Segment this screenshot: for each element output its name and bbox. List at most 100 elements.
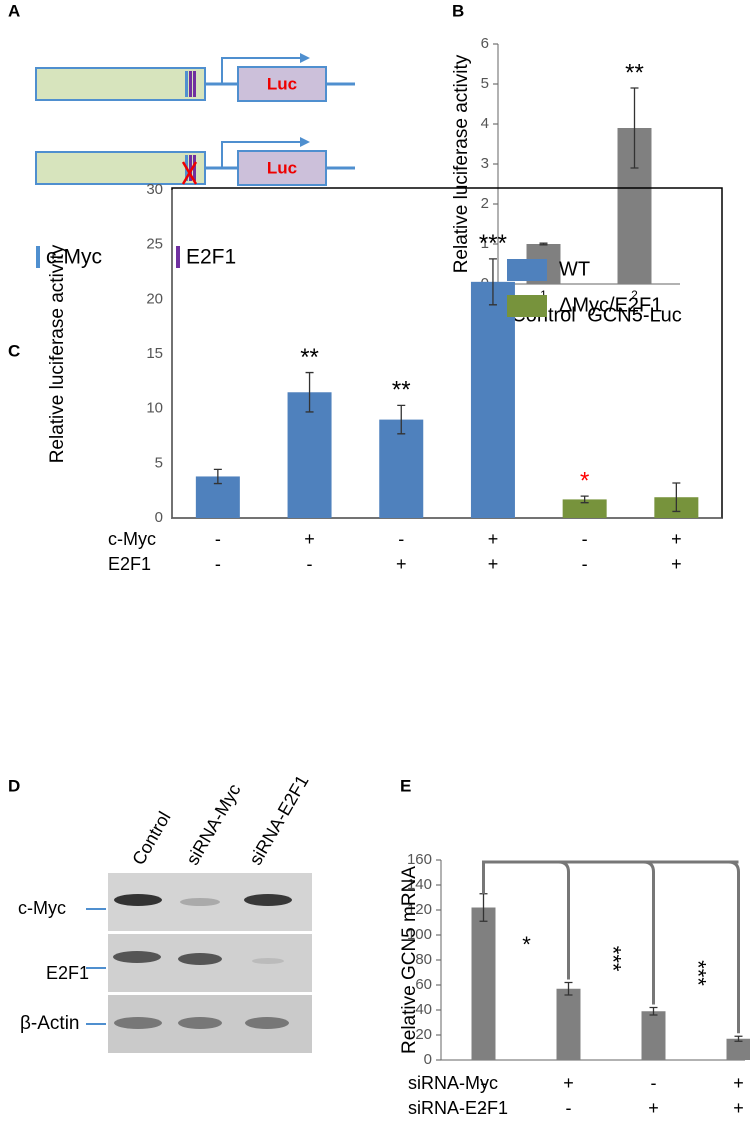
panel-label: E — [400, 776, 411, 795]
error-bar — [734, 1035, 743, 1042]
y-tick-label: 0 — [155, 509, 163, 526]
y-axis-label: Relative luciferase activity — [47, 244, 68, 463]
error-bar — [539, 242, 548, 246]
condition-sign: - — [582, 529, 588, 549]
y-tick-label: 30 — [146, 181, 163, 198]
bracket — [728, 860, 740, 1034]
error-bar — [580, 495, 589, 504]
bar — [470, 281, 515, 518]
y-tick-label: 2 — [481, 195, 489, 212]
condition-name: siRNA-Myc — [408, 1073, 498, 1093]
y-tick-label: 5 — [155, 454, 163, 471]
panel-label: D — [8, 776, 20, 795]
condition-sign: - — [398, 529, 404, 549]
y-tick-label: 5 — [481, 75, 489, 92]
gel: Control siRNA-Myc siRNA-E2F1 c-Myc E2F1 … — [18, 772, 313, 1053]
legend-swatch — [507, 259, 547, 281]
condition-sign: + — [488, 554, 499, 574]
category-label: GCN5-Luc — [587, 304, 681, 326]
error-bar — [630, 87, 639, 169]
y-tick-label: 80 — [415, 951, 432, 968]
condition-sign: - — [481, 1073, 487, 1093]
bracket — [643, 860, 655, 1005]
panel-label: C — [8, 341, 20, 360]
lane-label: siRNA-E2F1 — [245, 772, 312, 869]
condition-sign: - — [566, 1098, 572, 1118]
y-tick-label: 25 — [146, 236, 163, 253]
y-tick-label: 20 — [146, 290, 163, 307]
error-bar — [213, 468, 222, 485]
condition-sign: + — [671, 554, 682, 574]
significance: *** — [601, 946, 626, 972]
bracket — [482, 860, 739, 894]
condition-name: E2F1 — [108, 554, 151, 574]
condition-sign: + — [488, 529, 499, 549]
y-tick-label: 160 — [407, 851, 432, 868]
condition-sign: + — [304, 529, 315, 549]
y-tick-label: 40 — [415, 1001, 432, 1018]
error-bar — [397, 404, 406, 435]
row-label: c-Myc — [18, 898, 66, 918]
legend-label: WT — [559, 258, 590, 280]
y-tick-label: 10 — [146, 400, 163, 417]
bar — [556, 988, 581, 1060]
y-tick-label: 60 — [415, 976, 432, 993]
panel-label: B — [452, 1, 464, 20]
condition-sign: + — [733, 1098, 744, 1118]
luc-label: Luc — [267, 158, 297, 177]
row-label: E2F1 — [46, 963, 89, 983]
y-axis-label: Relative luciferase activity — [451, 54, 472, 273]
y-tick-label: 3 — [481, 155, 489, 172]
y-tick-label: 6 — [481, 35, 489, 52]
lane-label: Control — [128, 808, 174, 868]
condition-sign: + — [563, 1073, 574, 1093]
y-tick-label: 0 — [424, 1051, 432, 1068]
bar — [471, 907, 496, 1060]
legend-label: E2F1 — [186, 246, 236, 269]
legend-label: ΔMyc/E2F1 — [559, 294, 662, 316]
lane-label: siRNA-Myc — [182, 780, 244, 868]
condition-sign: + — [733, 1073, 744, 1093]
significance: ** — [625, 59, 644, 86]
y-tick-label: 15 — [146, 345, 163, 362]
significance: *** — [479, 230, 507, 257]
error-bar — [672, 482, 681, 513]
error-bar — [564, 981, 573, 996]
row-label: β-Actin — [20, 1013, 80, 1034]
condition-sign: - — [307, 554, 313, 574]
bar — [562, 499, 607, 518]
condition-sign: + — [648, 1098, 659, 1118]
condition-sign: + — [671, 529, 682, 549]
luc-label: Luc — [267, 74, 297, 93]
y-tick-label: 120 — [407, 901, 432, 918]
bar — [641, 1011, 666, 1060]
x-tick-label: 2 — [631, 288, 638, 302]
significance: * — [522, 932, 531, 957]
y-tick-label: 4 — [481, 115, 489, 132]
bar — [287, 392, 332, 518]
bracket — [558, 860, 570, 980]
condition-sign: - — [215, 529, 221, 549]
condition-sign: - — [582, 554, 588, 574]
condition-sign: - — [215, 554, 221, 574]
legend-label: c-Myc — [46, 246, 102, 269]
condition-sign: - — [481, 1098, 487, 1118]
legend-swatch — [507, 295, 547, 317]
bar — [379, 419, 424, 518]
condition-name: siRNA-E2F1 — [408, 1098, 508, 1118]
significance: ** — [300, 344, 319, 371]
y-axis-label: Relative GCN5 mRNA — [399, 866, 420, 1054]
y-tick-label: 1 — [481, 235, 489, 252]
significance: * — [580, 467, 589, 494]
significance: *** — [686, 960, 711, 986]
error-bar — [305, 371, 314, 413]
panel-label: A — [8, 1, 20, 20]
condition-sign: + — [396, 554, 407, 574]
bar — [726, 1038, 750, 1060]
condition-sign: - — [651, 1073, 657, 1093]
significance: ** — [392, 377, 411, 404]
error-bar — [488, 258, 497, 306]
condition-name: c-Myc — [108, 529, 156, 549]
y-tick-label: 20 — [415, 1026, 432, 1043]
